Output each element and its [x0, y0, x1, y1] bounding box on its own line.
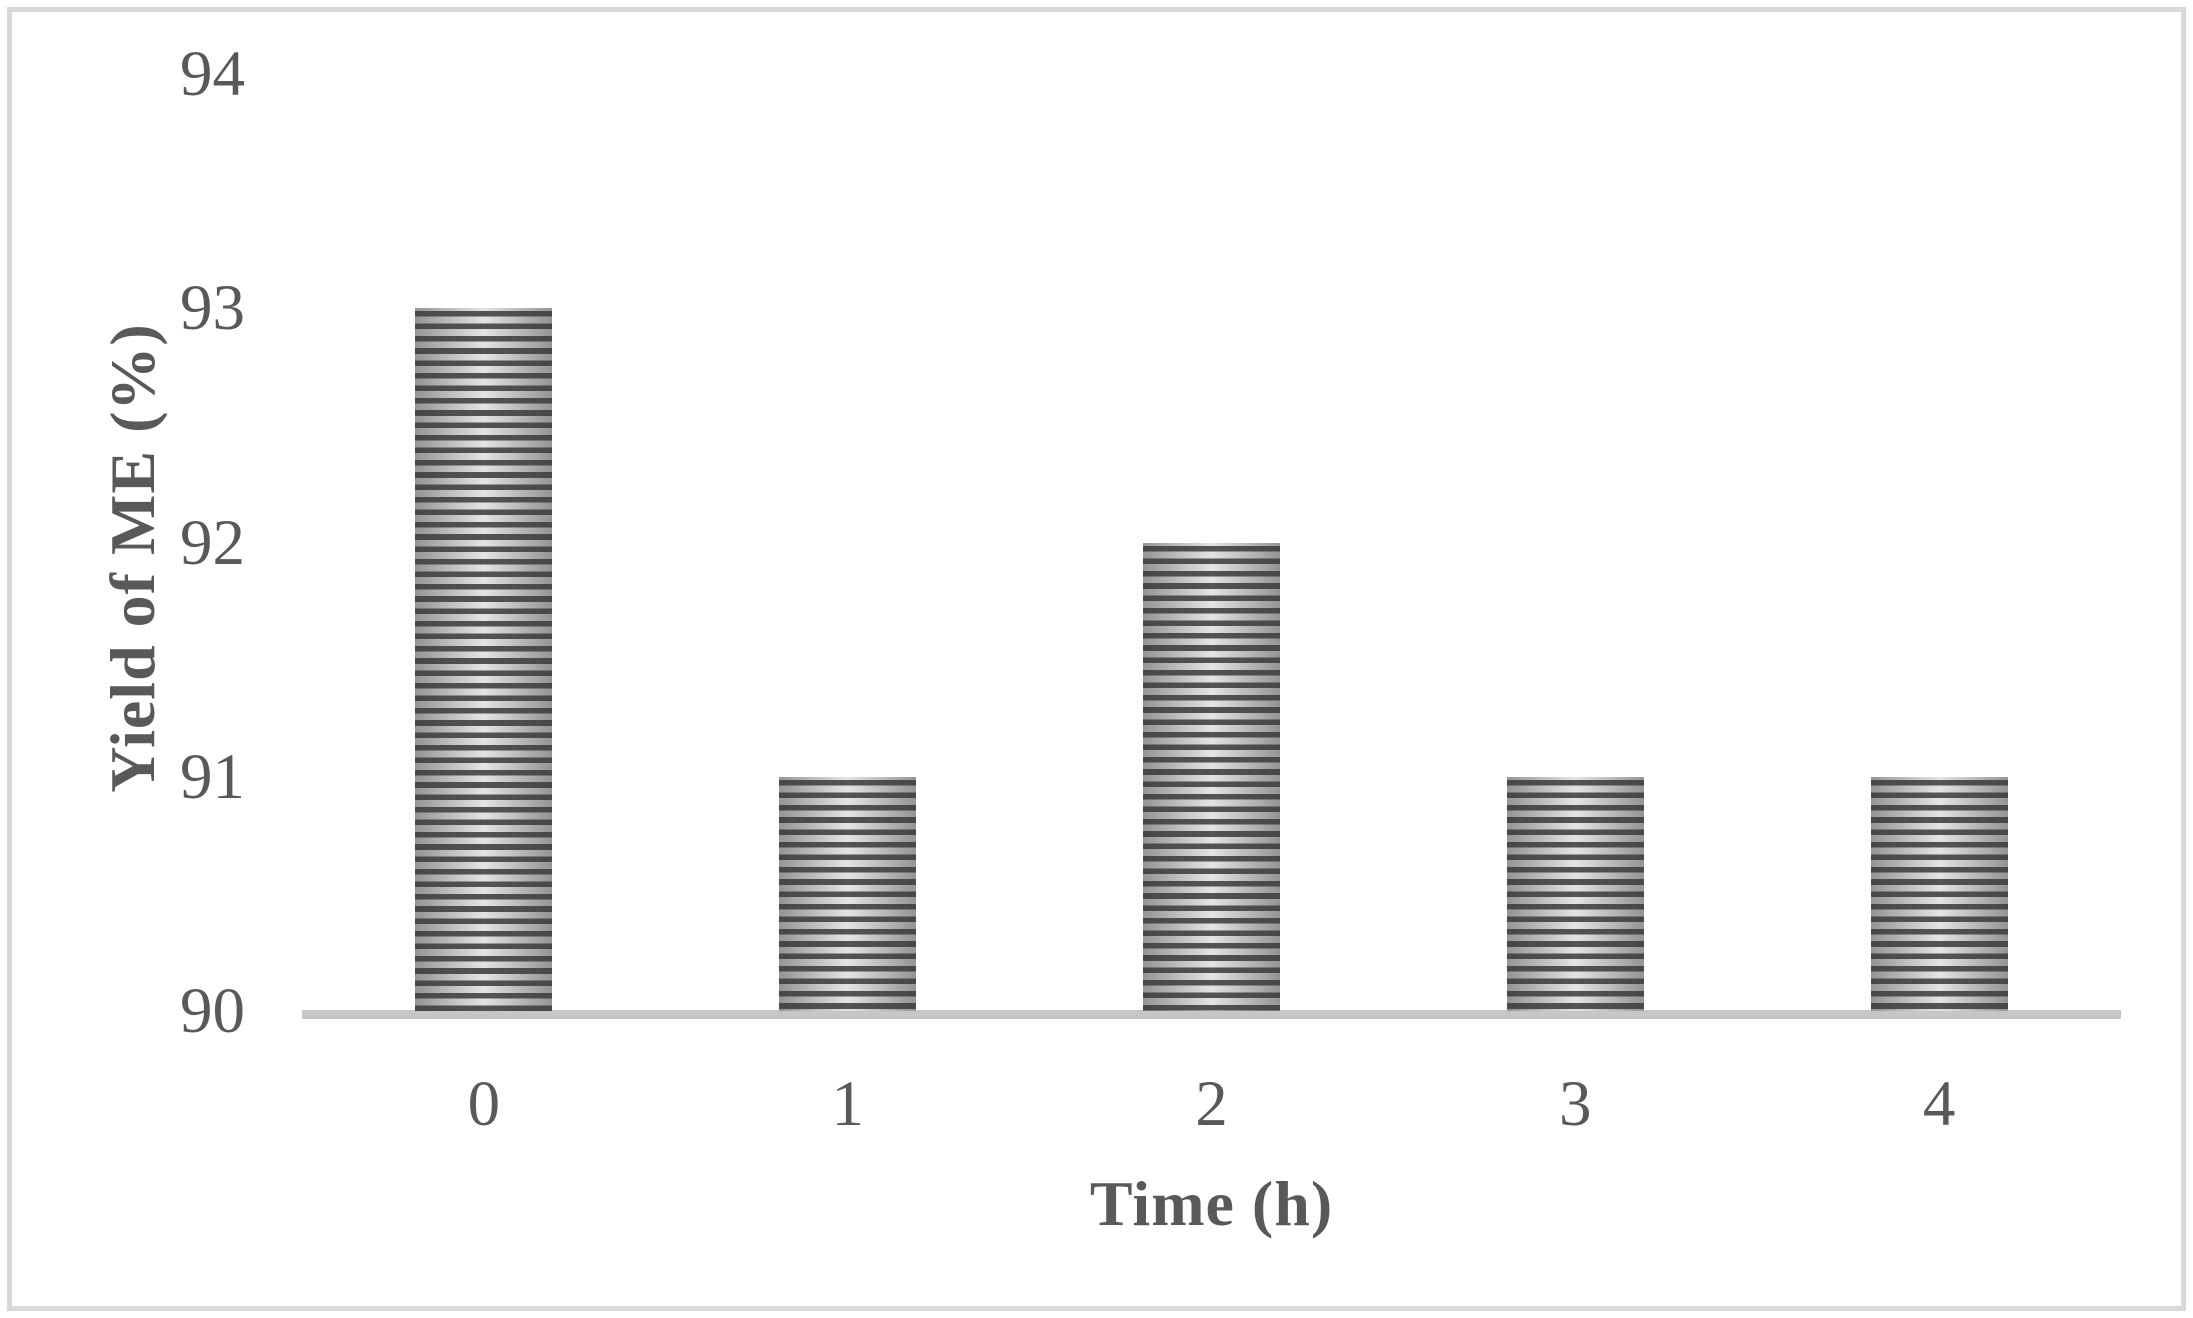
bar-time-2: [1143, 542, 1280, 1011]
x-tick-label-2: 2: [1195, 1068, 1228, 1140]
x-tick-label-0: 0: [467, 1068, 501, 1140]
x-tick-label-3: 3: [1559, 1068, 1592, 1140]
x-axis-title: Time (h): [1089, 1168, 1334, 1239]
x-tick-label-1: 1: [831, 1068, 864, 1140]
bar-time-3: [1506, 776, 1644, 1011]
plot-area: [302, 74, 2121, 1011]
x-tick-label-4: 4: [1922, 1068, 1956, 1140]
y-tick-label-91: 91: [180, 740, 245, 813]
bar-time-4: [1870, 776, 2008, 1011]
y-tick-label-94: 94: [180, 38, 245, 110]
bar-time-1: [779, 776, 917, 1011]
y-tick-label-92: 92: [180, 506, 245, 579]
y-tick-label-93: 93: [180, 272, 245, 345]
y-tick-label-90: 90: [180, 975, 245, 1047]
bar-time-0: [415, 308, 553, 1011]
x-axis-line: [302, 1010, 2121, 1019]
